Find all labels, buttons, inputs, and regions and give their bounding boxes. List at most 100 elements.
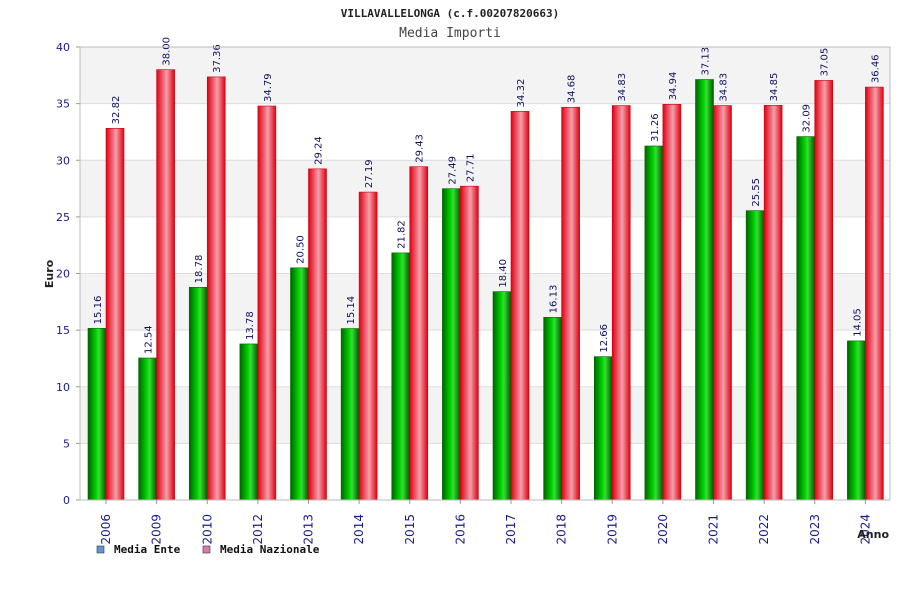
x-tick-label-2018: 2018 <box>555 514 569 545</box>
data-label-media-nazionale-2015: 29.43 <box>415 134 426 163</box>
bar-media-ente-2010 <box>188 287 208 501</box>
bar-media-nazionale-2006 <box>105 128 125 501</box>
y-tick-label: 25 <box>56 211 70 224</box>
bar-media-ente-2013 <box>290 267 309 501</box>
data-label-media-ente-2017: 18.40 <box>498 259 509 288</box>
y-tick-label: 10 <box>56 381 70 394</box>
legend-swatch-media-ente <box>96 545 105 554</box>
data-label-media-nazionale-2009: 38.00 <box>162 37 173 66</box>
bar-media-ente-2019 <box>593 356 613 501</box>
x-tick-label-2009: 2009 <box>150 514 164 545</box>
y-tick-label: 40 <box>56 41 70 54</box>
bar-media-ente-2018 <box>543 317 562 501</box>
bar-media-ente-2017 <box>492 291 512 501</box>
chart-title: VILLAVALLELONGA (c.f.00207820663) <box>341 7 560 20</box>
data-label-media-ente-2024: 14.05 <box>852 308 863 337</box>
x-tick-label-2019: 2019 <box>605 514 619 545</box>
y-tick-label: 20 <box>56 268 70 281</box>
data-label-media-ente-2012: 13.78 <box>245 311 256 340</box>
x-tick-label-2016: 2016 <box>453 514 467 545</box>
bar-media-ente-2006 <box>87 328 107 501</box>
bar-media-nazionale-2024 <box>865 86 884 501</box>
x-tick-label-2006: 2006 <box>99 514 113 545</box>
data-label-media-nazionale-2023: 37.05 <box>820 48 831 77</box>
bar-media-nazionale-2017 <box>510 111 530 501</box>
x-tick-label-2024: 2024 <box>858 514 872 545</box>
data-label-media-nazionale-2022: 34.85 <box>769 73 780 102</box>
legend-label-media-nazionale: Media Nazionale <box>220 543 320 556</box>
bar-media-nazionale-2012 <box>257 105 277 501</box>
data-label-media-ente-2019: 12.66 <box>599 324 610 353</box>
data-labels: 15.16 32.82 12.54 38.00 18.78 37.36 13.78 34.79… <box>93 37 881 354</box>
bar-media-nazionale-2020 <box>662 104 682 501</box>
y-tick-label: 5 <box>63 437 70 450</box>
data-label-media-nazionale-2010: 37.36 <box>212 44 223 73</box>
data-label-media-nazionale-2016: 27.71 <box>465 154 476 183</box>
data-label-media-ente-2009: 12.54 <box>144 325 155 354</box>
data-label-media-nazionale-2021: 34.83 <box>719 73 730 102</box>
bar-media-nazionale-2019 <box>611 105 631 501</box>
data-label-media-ente-2014: 15.14 <box>346 296 357 325</box>
y-tick-label: 35 <box>56 98 70 111</box>
x-tick-label-2012: 2012 <box>251 514 265 545</box>
bar-media-nazionale-2014 <box>358 191 378 501</box>
bar-media-ente-2024 <box>847 340 866 501</box>
legend: Media Ente Media Nazionale <box>96 543 320 556</box>
data-label-media-nazionale-2013: 29.24 <box>314 136 325 165</box>
legend-label-media-ente: Media Ente <box>114 543 181 556</box>
data-label-media-ente-2006: 15.16 <box>93 296 104 325</box>
data-label-media-ente-2022: 25.55 <box>751 178 762 207</box>
bar-media-nazionale-2023 <box>814 80 834 501</box>
data-label-media-nazionale-2012: 34.79 <box>263 73 274 102</box>
axes: 0 5 10 15 20 25 30 35 40 2006 2009 2010 2012 2013 2014… <box>56 41 891 545</box>
data-label-media-nazionale-2014: 27.19 <box>364 159 375 188</box>
data-label-media-ente-2021: 37.13 <box>701 47 712 76</box>
bar-media-ente-2009 <box>138 357 157 501</box>
data-label-media-ente-2010: 18.78 <box>194 255 205 284</box>
y-tick-label: 15 <box>56 324 70 337</box>
data-label-media-nazionale-2017: 34.32 <box>516 79 527 108</box>
bar-media-nazionale-2015 <box>409 166 429 501</box>
bar-media-ente-2023 <box>796 136 816 501</box>
legend-swatch-media-nazionale <box>202 545 211 554</box>
data-label-media-ente-2015: 21.82 <box>397 220 408 249</box>
x-tick-label-2010: 2010 <box>200 514 214 545</box>
x-tick-label-2023: 2023 <box>808 514 822 545</box>
x-tick-label-2014: 2014 <box>352 514 366 545</box>
bar-media-nazionale-2018 <box>561 106 580 501</box>
x-tick-label-2017: 2017 <box>504 514 518 545</box>
x-axis-label: Anno <box>857 528 889 541</box>
bar-media-ente-2014 <box>340 328 360 501</box>
x-tick-label-2021: 2021 <box>707 514 721 545</box>
bars <box>87 69 884 501</box>
data-label-media-nazionale-2006: 32.82 <box>111 96 122 125</box>
bar-media-ente-2016 <box>442 188 461 501</box>
bar-media-ente-2012 <box>239 343 259 501</box>
data-label-media-nazionale-2024: 36.46 <box>870 54 881 83</box>
data-label-media-nazionale-2020: 34.94 <box>668 72 679 101</box>
data-label-media-ente-2016: 27.49 <box>447 156 458 185</box>
y-axis-label: Euro <box>43 259 56 288</box>
bar-media-nazionale-2022 <box>763 105 783 501</box>
data-label-media-nazionale-2019: 34.83 <box>617 73 628 102</box>
bar-media-ente-2022 <box>745 210 765 501</box>
data-label-media-ente-2018: 16.13 <box>549 285 560 314</box>
bar-media-nazionale-2010 <box>206 76 226 501</box>
data-label-media-nazionale-2018: 34.68 <box>567 75 578 104</box>
data-label-media-ente-2020: 31.26 <box>650 113 661 142</box>
x-tick-label-2020: 2020 <box>656 514 670 545</box>
x-tick-label-2015: 2015 <box>403 514 417 545</box>
bar-media-nazionale-2013 <box>308 168 327 501</box>
bar-media-ente-2020 <box>644 145 664 501</box>
plot-border <box>79 46 891 501</box>
data-label-media-ente-2023: 32.09 <box>802 104 813 133</box>
x-tick-label-2013: 2013 <box>302 514 316 545</box>
bar-media-nazionale-2009 <box>156 69 175 501</box>
y-tick-label: 0 <box>63 494 70 507</box>
bar-media-nazionale-2016 <box>460 185 479 501</box>
bar-media-nazionale-2021 <box>713 105 732 501</box>
x-tick-label-2022: 2022 <box>757 514 771 545</box>
bar-media-ente-2015 <box>391 252 411 501</box>
data-label-media-ente-2013: 20.50 <box>296 235 307 264</box>
